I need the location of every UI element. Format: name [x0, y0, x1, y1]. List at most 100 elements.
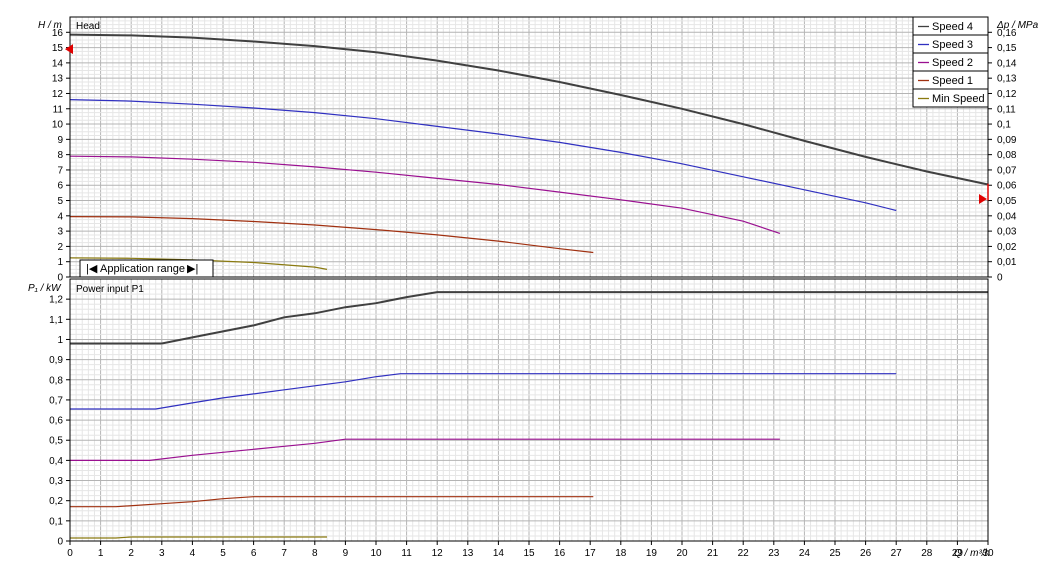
- head-tick-label: 6: [57, 181, 63, 192]
- pressure-tick-label: 0,06: [997, 181, 1017, 192]
- flow-tick-label: 17: [585, 548, 597, 559]
- head-tick-label: 7: [57, 165, 63, 176]
- power-axis-label: P₁ / kW: [28, 283, 62, 294]
- pressure-tick-label: 0,1: [997, 120, 1011, 131]
- flow-tick-label: 20: [676, 548, 688, 559]
- right-triangle-marker: [979, 194, 987, 204]
- head-panel: Head H / m Δp / MPa 01234567891011121314…: [38, 16, 1039, 284]
- legend-item-min-speed[interactable]: Min Speed: [912, 88, 989, 108]
- flow-tick-label: 18: [615, 548, 627, 559]
- pressure-tick-label: 0,05: [997, 196, 1017, 207]
- power-tick-label: 0,8: [49, 375, 63, 386]
- flow-tick-label: 8: [312, 548, 318, 559]
- pressure-tick-label: 0,13: [997, 74, 1017, 85]
- legend-label: Speed 3: [932, 39, 973, 51]
- application-range-label: Application range: [100, 263, 185, 275]
- flow-tick-label: 22: [738, 548, 750, 559]
- flow-axis-label: Q / m³/h: [954, 548, 991, 559]
- flow-tick-label: 6: [251, 548, 257, 559]
- pressure-tick-label: 0,16: [997, 28, 1017, 39]
- application-range-button[interactable]: |◀ Application range ▶|: [79, 259, 214, 278]
- left-triangle-marker: [65, 44, 73, 55]
- power-tick-label: 0,9: [49, 355, 63, 366]
- flow-tick-label: 11: [401, 548, 412, 559]
- legend-item-speed-4[interactable]: Speed 4: [912, 16, 989, 36]
- power-series-speed-4: [70, 291, 988, 345]
- head-tick-label: 0: [57, 273, 63, 284]
- head-series-min-speed: [69, 257, 328, 270]
- flow-tick-label: 13: [462, 548, 474, 559]
- power-tick-label: 1: [57, 335, 63, 346]
- head-series-speed-1: [69, 216, 594, 254]
- pressure-tick-label: 0,04: [997, 211, 1017, 222]
- flow-tick-label: 10: [370, 548, 382, 559]
- head-tick-label: 12: [52, 89, 64, 100]
- flow-tick-label: 14: [493, 548, 505, 559]
- pressure-tick-label: 0,02: [997, 242, 1017, 253]
- legend: Speed 4 Speed 3 Speed 2 Speed 1 Min Speed: [912, 16, 989, 108]
- flow-tick-label: 1: [98, 548, 104, 559]
- power-tick-label: 0,3: [49, 476, 63, 487]
- head-tick-label: 14: [52, 58, 64, 69]
- flow-tick-label: 9: [343, 548, 349, 559]
- pressure-tick-label: 0,03: [997, 227, 1017, 238]
- head-axis-label: H / m: [38, 20, 62, 31]
- power-series-min-speed: [70, 536, 327, 539]
- power-tick-label: 1,2: [49, 295, 63, 306]
- pressure-tick-label: 0,12: [997, 89, 1017, 100]
- power-tick-label: 1,1: [49, 315, 63, 326]
- flow-tick-label: 0: [67, 548, 73, 559]
- head-tick-label: 8: [57, 150, 63, 161]
- power-tick-label: 0,2: [49, 496, 63, 507]
- head-tick-label: 11: [53, 104, 64, 115]
- flow-tick-label: 4: [190, 548, 196, 559]
- pressure-tick-label: 0,08: [997, 150, 1017, 161]
- pressure-tick-label: 0,14: [997, 58, 1017, 69]
- legend-item-speed-3[interactable]: Speed 3: [912, 34, 989, 54]
- power-tick-label: 0,1: [49, 516, 63, 527]
- pressure-axis-label: Δp / MPa: [996, 20, 1039, 31]
- power-tick-label: 0,6: [49, 416, 63, 427]
- application-range-right-icon: ▶|: [187, 263, 198, 275]
- head-tick-label: 2: [57, 242, 63, 253]
- head-tick-label: 10: [52, 120, 64, 131]
- flow-tick-label: 28: [921, 548, 933, 559]
- head-tick-label: 5: [57, 196, 63, 207]
- legend-label: Speed 2: [932, 57, 973, 69]
- flow-tick-label: 30: [982, 548, 994, 559]
- head-tick-label: 9: [57, 135, 63, 146]
- head-series-speed-2: [69, 155, 781, 234]
- legend-label: Speed 4: [932, 21, 973, 33]
- legend-label: Min Speed: [932, 93, 985, 105]
- pressure-tick-label: 0,15: [997, 43, 1017, 54]
- power-tick-label: 0,7: [49, 395, 63, 406]
- flow-tick-label: 2: [128, 548, 134, 559]
- legend-item-box: [912, 88, 989, 108]
- head-tick-label: 16: [52, 28, 64, 39]
- pressure-tick-label: 0: [997, 273, 1003, 284]
- flow-tick-label: 15: [523, 548, 535, 559]
- head-series-speed-4: [69, 33, 989, 186]
- flow-tick-label: 29: [952, 548, 964, 559]
- legend-item-speed-1[interactable]: Speed 1: [912, 70, 989, 90]
- head-series-speed-3: [69, 99, 897, 212]
- flow-tick-label: 21: [707, 548, 719, 559]
- legend-item-speed-2[interactable]: Speed 2: [912, 52, 989, 72]
- head-tick-label: 15: [52, 43, 64, 54]
- head-tick-label: 1: [57, 257, 63, 268]
- flow-tick-label: 19: [646, 548, 658, 559]
- power-tick-label: 0,4: [49, 456, 63, 467]
- power-series-speed-2: [70, 438, 780, 461]
- flow-tick-label: 24: [799, 548, 811, 559]
- pressure-tick-label: 0,11: [997, 104, 1016, 115]
- flow-tick-label: 7: [281, 548, 287, 559]
- pressure-tick-label: 0,09: [997, 135, 1017, 146]
- flow-tick-label: 3: [159, 548, 165, 559]
- legend-label: Speed 1: [932, 75, 973, 87]
- pressure-tick-label: 0,07: [997, 165, 1017, 176]
- application-range-left-icon: |◀: [86, 263, 98, 275]
- flow-tick-label: 27: [891, 548, 903, 559]
- flow-tick-label: 26: [860, 548, 872, 559]
- flow-tick-label: 5: [220, 548, 226, 559]
